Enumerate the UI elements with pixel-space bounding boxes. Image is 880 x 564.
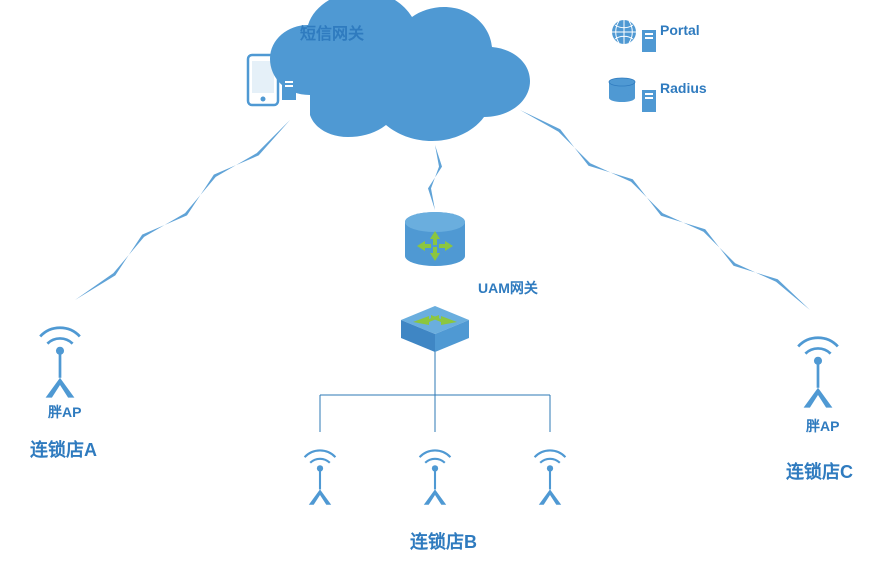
smartphone-icon [248,55,278,105]
globe-icon [612,20,636,44]
label-radius: Radius [660,80,707,96]
ap-icon-b3 [535,450,566,504]
label-store-c: 连锁店C [786,458,853,484]
router-icon [405,212,465,266]
ap-icon-right [798,338,838,408]
ap-icon-b2 [420,450,451,504]
label-store-b: 连锁店B [410,528,477,554]
database-icon [609,78,635,102]
label-fat-ap-left: 胖AP [48,402,81,422]
connector-lines [320,350,550,432]
server-icon-radius [642,90,656,112]
label-fat-ap-right: 胖AP [806,416,839,436]
uam-switch-icon [401,306,469,352]
server-icon-portal [642,30,656,52]
ap-icon-left [40,328,80,398]
ap-icon-b1 [305,450,336,504]
label-uam-gateway: UAM网关 [478,278,538,298]
label-sms-gateway: 短信网关 [300,20,364,44]
server-icon-sms [282,78,296,100]
label-portal: Portal [660,22,700,38]
label-store-a: 连锁店A [30,436,97,462]
